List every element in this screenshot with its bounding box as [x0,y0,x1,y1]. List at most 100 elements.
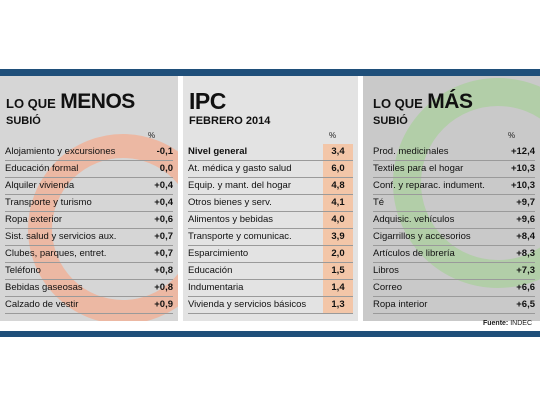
row-value: +10,3 [510,180,535,191]
row-label: Bebidas gaseosas [5,282,83,293]
row-label: Indumentaria [188,282,244,293]
table-row: Correo +6,6 [373,280,535,297]
table-row: Prod. medicinales +12,4 [373,144,535,161]
table-row: Educación formal 0,0 [5,161,173,178]
table-row: Alquiler vivienda +0,4 [5,178,173,195]
row-label: Prod. medicinales [373,146,449,157]
panel-title: IPC [189,88,226,115]
table-row: Clubes, parques, entret. +0,7 [5,246,173,263]
row-value: +8,4 [516,231,535,242]
table-row: Nivel general 3,4 [188,144,353,161]
row-label: Educación [188,265,233,276]
row-label: Té [373,197,385,208]
row-label: Educación formal [5,163,79,174]
row-label: Textiles para el hogar [373,163,464,174]
row-value: +10,3 [510,163,535,174]
row-value: 3,9 [323,229,353,245]
table-row: Sist. salud y servicios aux. +0,7 [5,229,173,246]
row-label: Transporte y turismo [5,197,92,208]
row-label: At. médica y gasto salud [188,163,292,174]
table-row: Cigarrillos y accesorios +8,4 [373,229,535,246]
table-row: Calzado de vestir +0,9 [5,297,173,314]
table-row: Ropa interior +6,5 [373,297,535,314]
row-label: Libros [373,265,399,276]
row-label: Alquiler vivienda [5,180,75,191]
row-value: -0,1 [156,146,173,157]
row-value: 1,3 [323,297,353,313]
row-label: Alojamiento y excursiones [5,146,116,157]
row-value: +9,6 [516,214,535,225]
row-label: Transporte y comunicac. [188,231,292,242]
panel-subtitle: SUBIÓ [373,115,408,127]
table-row: Transporte y comunicac. 3,9 [188,229,353,246]
row-label: Ropa exterior [5,214,63,225]
row-value: +12,4 [510,146,535,157]
table-row: Teléfono +0,8 [5,263,173,280]
row-value: +8,3 [516,248,535,259]
row-value: 4,1 [323,195,353,211]
panel-subtitle: FEBRERO 2014 [189,115,271,127]
panel-least-increase: LO QUE MENOS SUBIÓ % Alojamiento y excur… [0,76,178,321]
table-row: Bebidas gaseosas +0,8 [5,280,173,297]
table-row: Libros +7,3 [373,263,535,280]
row-label: Conf. y reparac. indument. [373,180,485,191]
table-rows: Alojamiento y excursiones -0,1 Educación f… [5,144,173,314]
source-label: Fuente: [482,320,509,327]
row-value: 4,0 [323,212,353,228]
table-row: Indumentaria 1,4 [188,280,353,297]
row-label: Vivienda y servicios básicos [188,299,307,310]
title-main: MENOS [60,90,135,113]
table-row: Alimentos y bebidas 4,0 [188,212,353,229]
unit-label: % [508,131,516,140]
row-value: +0,4 [154,197,173,208]
table-row: Ropa exterior +0,6 [5,212,173,229]
row-value: +6,6 [516,282,535,293]
panel-title: LO QUE MENOS [6,90,135,114]
table-row: Vivienda y servicios básicos 1,3 [188,297,353,314]
table-row: Transporte y turismo +0,4 [5,195,173,212]
row-value: +7,3 [516,265,535,276]
row-value: +0,9 [154,299,173,310]
table-row: Equip. y mant. del hogar 4,8 [188,178,353,195]
row-value: +0,7 [154,248,173,259]
row-label: Esparcimiento [188,248,249,259]
row-label: Teléfono [5,265,41,276]
row-label: Alimentos y bebidas [188,214,274,225]
row-value: +0,4 [154,180,173,191]
table-row: Conf. y reparac. indument. +10,3 [373,178,535,195]
row-value: 6,0 [323,161,353,177]
row-label: Otros bienes y serv. [188,197,272,208]
table-row: Educación 1,5 [188,263,353,280]
source-value: INDEC [510,320,532,327]
row-label: Sist. salud y servicios aux. [5,231,117,242]
row-label: Correo [373,282,403,293]
row-value: 0,0 [159,163,173,174]
row-value: 3,4 [323,144,353,160]
title-prefix: LO QUE [6,96,56,111]
row-value: +0,7 [154,231,173,242]
row-label: Adquisic. vehículos [373,214,455,225]
row-value: +6,5 [516,299,535,310]
title-main: MÁS [427,90,473,113]
panel-title: LO QUE MÁS [373,90,473,114]
source-note: Fuente: INDEC [483,320,532,327]
row-label: Artículos de librería [373,248,455,259]
table-row: Textiles para el hogar +10,3 [373,161,535,178]
table-row: Adquisic. vehículos +9,6 [373,212,535,229]
panel-subtitle: SUBIÓ [6,115,41,127]
table-row: Artículos de librería +8,3 [373,246,535,263]
table-row: Té +9,7 [373,195,535,212]
row-value: 1,5 [323,263,353,279]
title-main: IPC [189,88,226,114]
row-value: 4,8 [323,178,353,194]
row-value: +0,8 [154,282,173,293]
row-value: 1,4 [323,280,353,296]
table-row: Alojamiento y excursiones -0,1 [5,144,173,161]
row-value: 2,0 [323,246,353,262]
top-bar [0,69,540,76]
table-row: Esparcimiento 2,0 [188,246,353,263]
row-label: Cigarrillos y accesorios [373,231,471,242]
bottom-bar [0,331,540,337]
row-label: Clubes, parques, entret. [5,248,107,259]
table-rows: Nivel general 3,4 At. médica y gasto salud… [188,144,353,314]
